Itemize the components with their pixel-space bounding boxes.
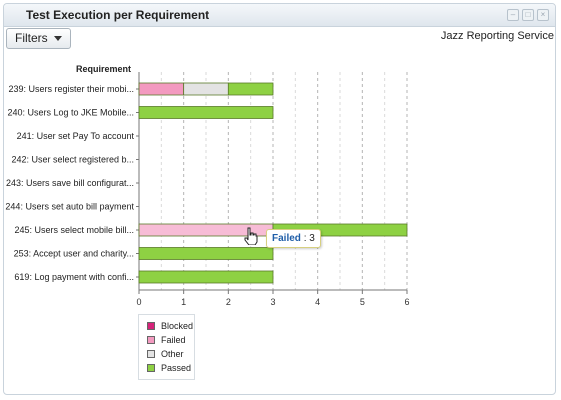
window-controls: – □ ×	[507, 9, 549, 21]
x-tick-label: 4	[315, 297, 320, 307]
x-tick-label: 2	[226, 297, 231, 307]
x-tick-label: 6	[404, 297, 409, 307]
axes	[136, 72, 408, 294]
x-tick-label: 0	[136, 297, 141, 307]
category-axis-title: Requirement	[76, 64, 131, 74]
bar-passed[interactable]	[138, 247, 274, 260]
legend-item-blocked[interactable]: Blocked	[147, 319, 194, 333]
legend-item-other[interactable]: Other	[147, 347, 194, 361]
close-icon[interactable]: ×	[537, 9, 549, 21]
category-label: 253: Accept user and charity...	[14, 249, 134, 259]
category-labels: 239: Users register their mobi... 240: Us…	[5, 84, 134, 282]
chevron-down-icon	[53, 36, 62, 41]
x-tick-labels: 0 1 2 3 4 5 6	[136, 297, 409, 307]
legend-item-passed[interactable]: Passed	[147, 361, 194, 375]
chart-tooltip: Failed : 3	[266, 229, 321, 248]
category-label: 619: Log payment with confi...	[14, 272, 134, 282]
legend-label: Other	[161, 349, 184, 359]
bar-other[interactable]	[183, 82, 229, 96]
widget-titlebar: Test Execution per Requirement – □ ×	[4, 4, 555, 27]
category-label: 241: User set Pay To account	[17, 131, 135, 141]
legend-swatch	[147, 336, 155, 344]
legend-swatch	[147, 322, 155, 330]
tooltip-separator: :	[303, 233, 310, 244]
category-label: 244: Users set auto bill payment	[5, 202, 134, 212]
bar-failed[interactable]	[138, 82, 185, 96]
report-widget: Test Execution per Requirement – □ ×	[3, 3, 556, 395]
category-label: 240: Users Log to JKE Mobile...	[7, 108, 134, 118]
legend-label: Failed	[161, 335, 186, 345]
x-tick-label: 5	[360, 297, 365, 307]
legend-label: Passed	[161, 363, 192, 373]
legend-item-failed[interactable]: Failed	[147, 333, 194, 347]
hand-pointer-icon	[244, 227, 258, 245]
legend-label: Blocked	[161, 321, 194, 331]
category-label: 242: User select registered b...	[11, 155, 134, 165]
x-tick-label: 1	[181, 297, 186, 307]
category-label: 239: Users register their mobi...	[8, 84, 134, 94]
bar-passed[interactable]	[138, 106, 274, 119]
bars	[138, 82, 408, 284]
category-label: 245: Users select mobile bill...	[14, 225, 134, 235]
legend: Blocked Failed Other Passed	[138, 314, 195, 380]
bar-passed[interactable]	[227, 82, 274, 96]
tooltip-value: 3	[309, 233, 315, 244]
category-label: 243: Users save bill configurat...	[6, 178, 134, 188]
legend-swatch	[147, 364, 155, 372]
tooltip-series: Failed	[272, 233, 301, 244]
bar-passed[interactable]	[138, 270, 274, 284]
legend-swatch	[147, 350, 155, 358]
minimize-icon[interactable]: –	[507, 9, 519, 21]
filters-button[interactable]: Filters	[6, 28, 71, 49]
widget-title: Test Execution per Requirement	[26, 8, 210, 22]
filters-label: Filters	[15, 31, 48, 45]
provider-name: Jazz Reporting Service	[440, 30, 554, 42]
maximize-icon[interactable]: □	[522, 9, 534, 21]
x-tick-label: 3	[270, 297, 275, 307]
